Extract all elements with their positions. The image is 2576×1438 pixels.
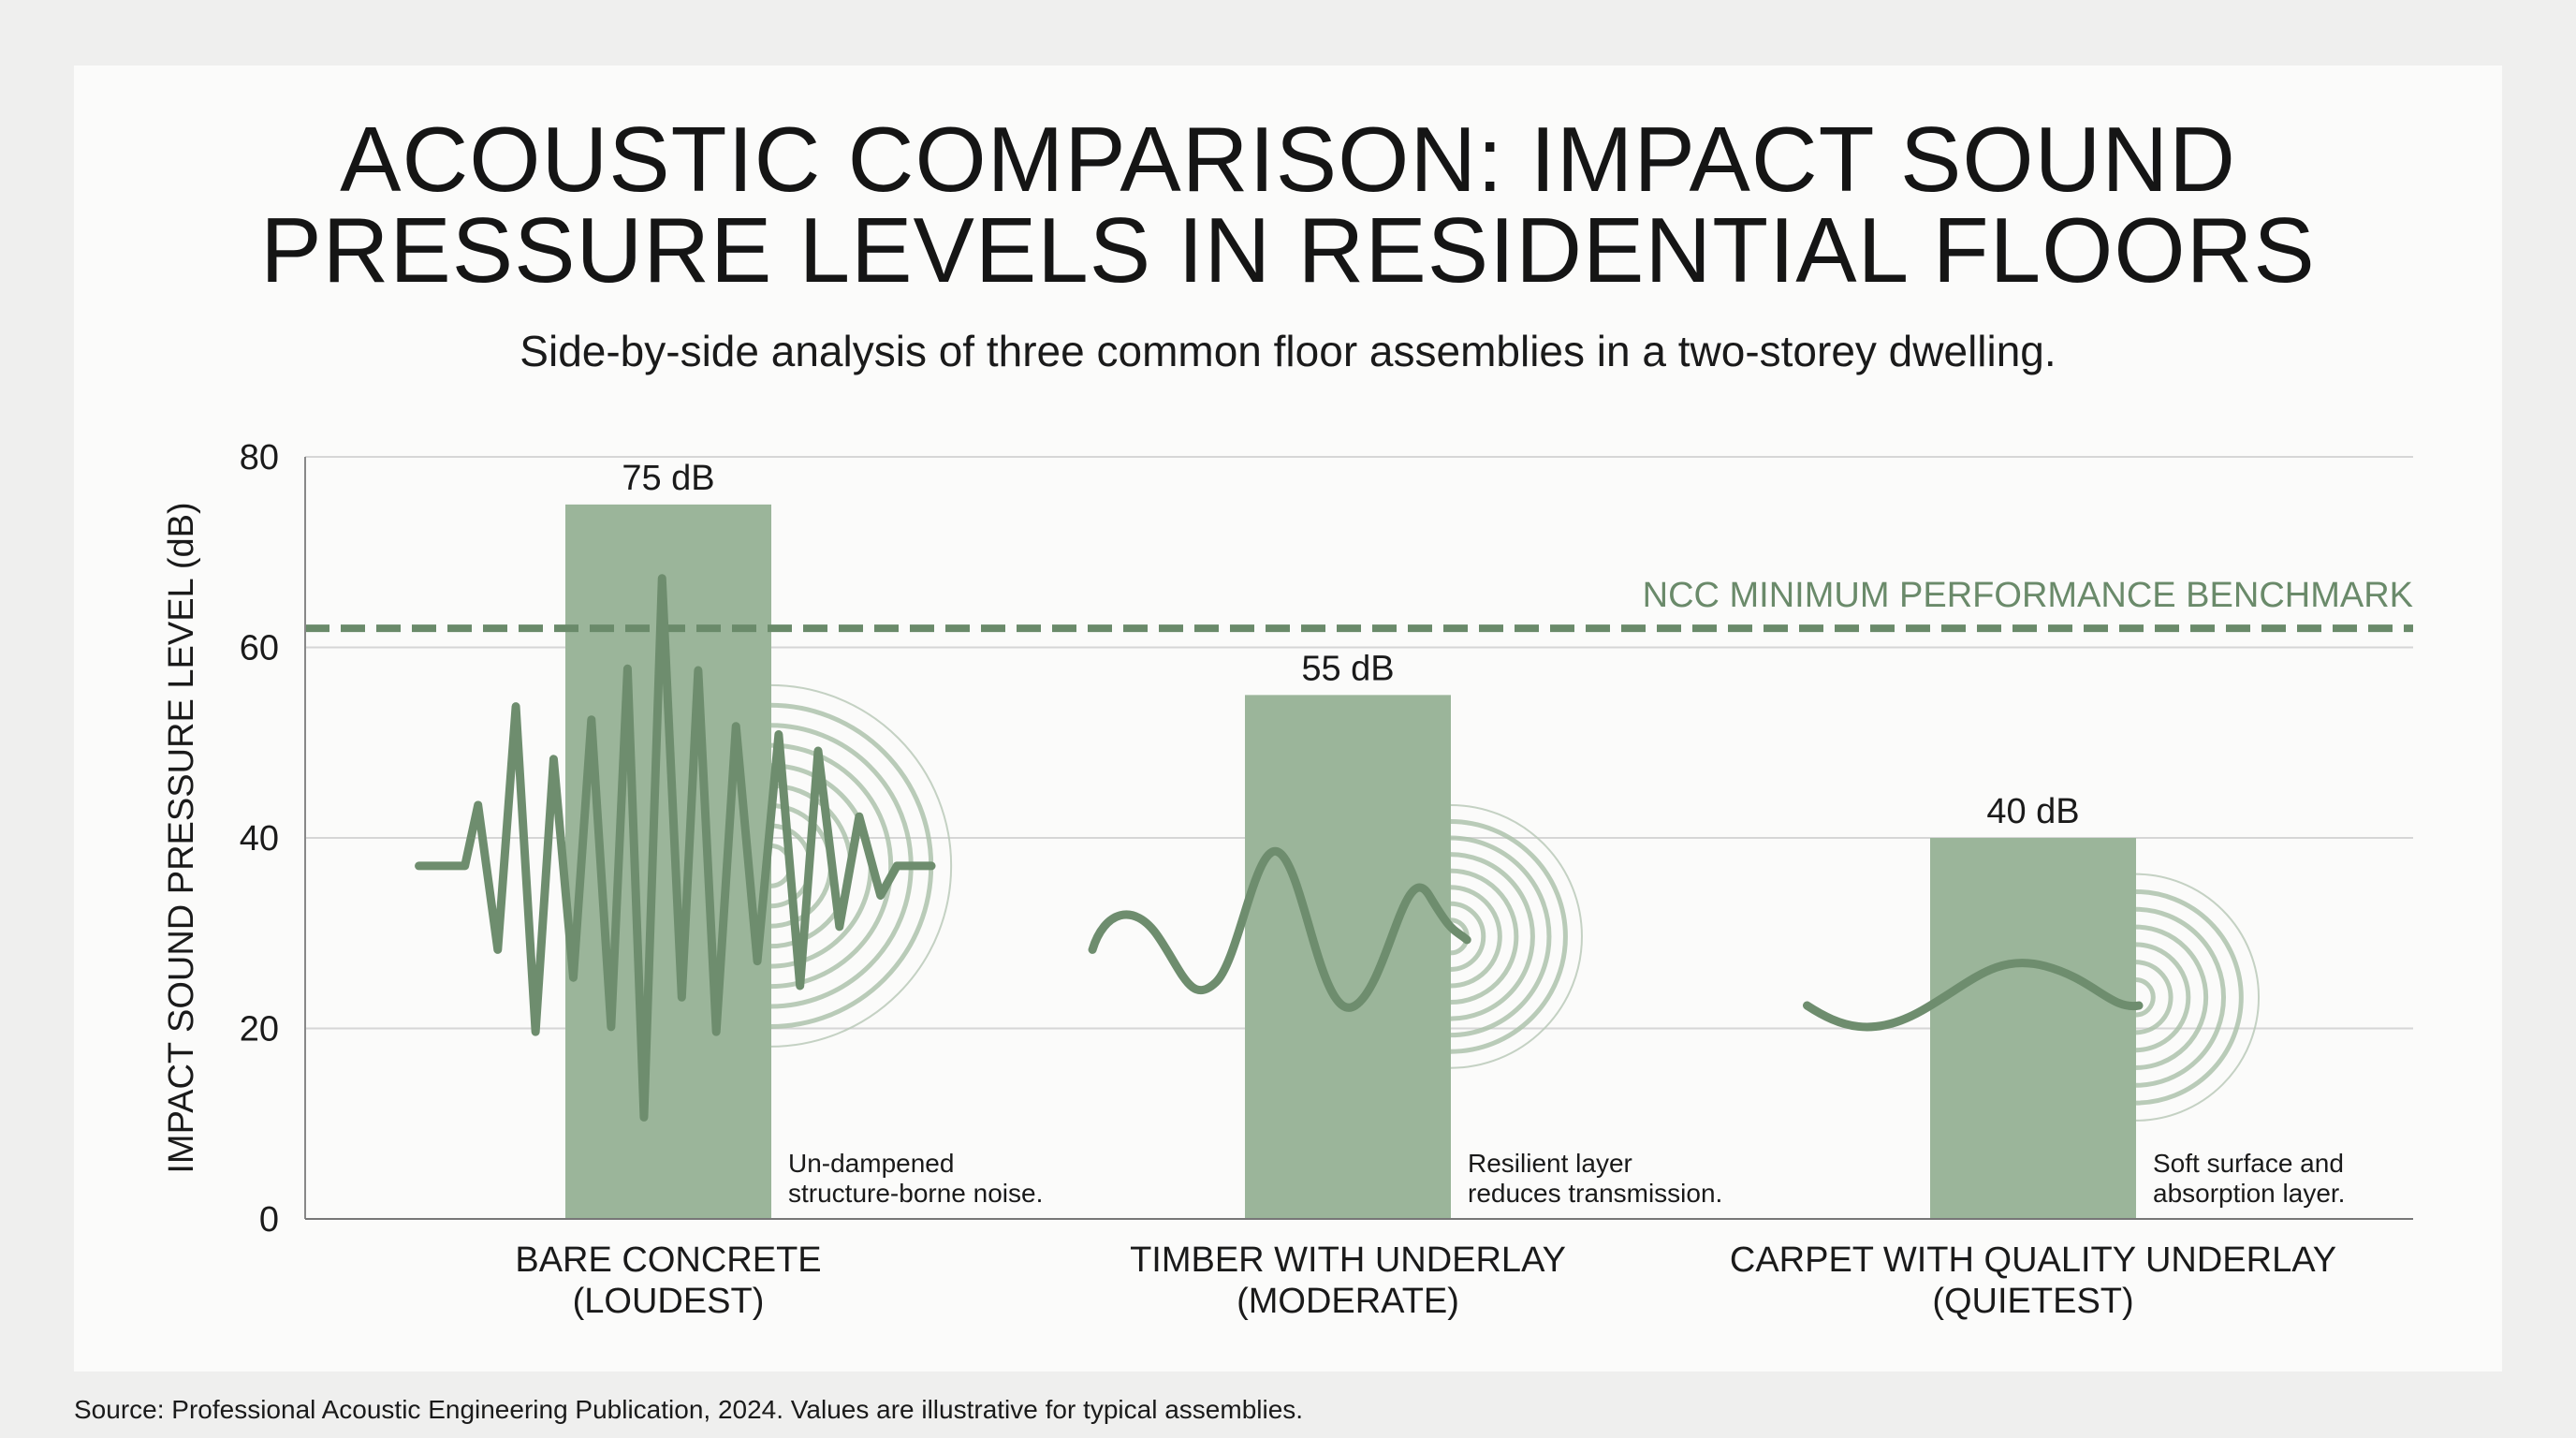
sound-ring [1450,852,1535,1021]
benchmark-label: NCC MINIMUM PERFORMANCE BENCHMARK [1643,576,2413,615]
bar [1245,695,1451,1219]
sound-ring [2135,873,2261,1122]
sound-ring [2135,960,2174,1035]
sound-ring [2135,924,2209,1070]
sound-ring [2135,906,2226,1088]
chart-subtitle: Side-by-side analysis of three common fl… [520,327,2056,375]
sound-ring [2135,942,2191,1053]
bar [565,504,771,1219]
category-label-line1: BARE CONCRETE [515,1240,821,1280]
sound-ring [1450,901,1486,972]
annotation-line1: Resilient layer [1468,1149,1632,1178]
annotation-line1: Soft surface and [2153,1149,2344,1178]
y-tick-label: 80 [240,438,279,477]
category-label-line1: TIMBER WITH UNDERLAY [1130,1240,1566,1280]
y-axis-label: IMPACT SOUND PRESSURE LEVEL (dB) [162,502,201,1173]
sound-ring [1450,819,1569,1054]
concrete-waveform [415,574,936,1122]
bars [565,504,2136,1219]
category-label-line2: (MODERATE) [1237,1282,1459,1321]
title-line-2: PRESSURE LEVELS IN RESIDENTIAL FLOORS [260,198,2316,301]
sound-ring [1450,868,1519,1005]
sound-ring [1450,835,1552,1038]
title-line-1: ACOUSTIC COMPARISON: IMPACT SOUND [340,108,2236,211]
sound-ring [2135,976,2156,1018]
y-tick-label: 40 [240,819,279,858]
annotation-line2: reduces transmission. [1468,1179,1722,1208]
annotation-line1: Un-dampened [788,1149,954,1178]
sound-ring [1450,803,1583,1069]
annotation-line2: absorption layer. [2153,1179,2345,1208]
sound-ring [1450,885,1502,989]
chart-title: ACOUSTIC COMPARISON: IMPACT SOUND PRESSU… [0,108,2576,301]
y-tick-label: 60 [240,629,279,668]
y-tick-label: 20 [240,1010,279,1049]
y-tick-label: 0 [259,1200,279,1240]
axes: 0 20 40 60 80 75 dB BARE CONCRETE(LOUDEST) Un-d… [240,438,2413,1321]
waveforms [305,574,2413,1122]
category-label-line2: (QUIETEST) [1932,1282,2133,1321]
data-label: 40 dB [1986,792,2079,831]
sound-ring [2135,888,2244,1106]
sound-ring [770,683,953,1048]
bar [1930,838,2136,1219]
timber-waveform [1088,846,1471,1012]
data-label: 75 dB [622,459,714,498]
sound-ring [770,803,833,929]
annotation-line2: structure-borne noise. [788,1179,1043,1208]
source-footnote: Source: Professional Acoustic Engineerin… [74,1395,1304,1424]
category-label-line2: (LOUDEST) [573,1282,765,1321]
category-label-line1: CARPET WITH QUALITY UNDERLAY [1730,1240,2336,1280]
carpet-waveform [1803,959,2144,1032]
sound-ring [770,742,893,990]
data-label: 55 dB [1301,649,1394,688]
